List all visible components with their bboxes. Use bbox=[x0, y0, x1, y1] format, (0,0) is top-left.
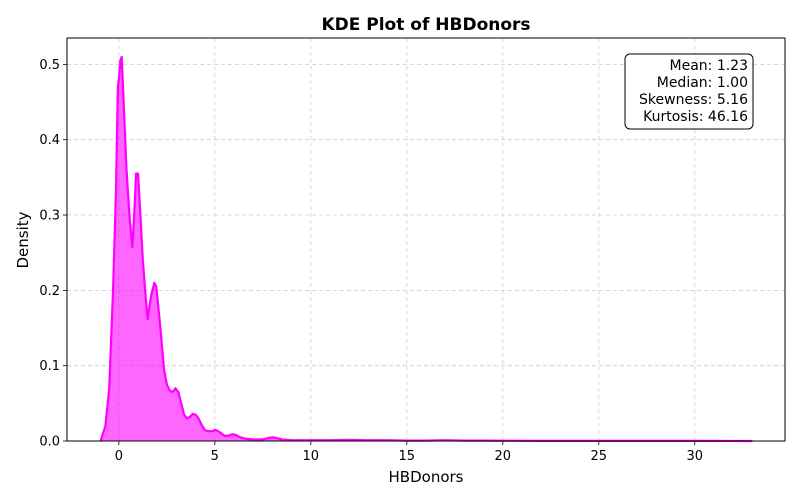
x-tick-label: 10 bbox=[303, 449, 320, 464]
y-axis-label: Density bbox=[14, 211, 32, 268]
density-line bbox=[99, 55, 753, 443]
y-tick-label: 0.4 bbox=[39, 133, 60, 148]
x-tick-label: 30 bbox=[686, 449, 703, 464]
stat-median: Median: 1.00 bbox=[657, 75, 748, 91]
x-tick-label: 20 bbox=[495, 449, 512, 464]
y-tick-label: 0.2 bbox=[39, 284, 60, 299]
plot-frame bbox=[66, 37, 786, 442]
x-tick-label: 25 bbox=[591, 449, 608, 464]
density-fill bbox=[100, 56, 753, 441]
axis-ticks: 0 5 10 15 20 25 30 0.0 0.1 0.2 0.3 0.4 0.5 bbox=[39, 58, 703, 464]
stat-kurtosis: Kurtosis: 46.16 bbox=[643, 109, 748, 125]
y-tick-label: 0.1 bbox=[39, 359, 60, 374]
stats-annotation: Mean: 1.23 Median: 1.00 Skewness: 5.16 K… bbox=[624, 53, 754, 130]
x-axis-label: HBDonors bbox=[389, 468, 464, 486]
x-tick-label: 0 bbox=[115, 449, 123, 464]
y-tick-label: 0.5 bbox=[39, 58, 60, 73]
density-area bbox=[99, 55, 753, 443]
y-tick-label: 0.0 bbox=[39, 435, 60, 450]
y-tick-label: 0.3 bbox=[39, 209, 60, 224]
stats-box bbox=[624, 53, 754, 130]
chart-title: KDE Plot of HBDonors bbox=[321, 15, 530, 35]
stat-mean: Mean: 1.23 bbox=[670, 58, 748, 74]
x-tick-label: 15 bbox=[399, 449, 416, 464]
x-tick-label: 5 bbox=[211, 449, 219, 464]
stat-skewness: Skewness: 5.16 bbox=[639, 92, 748, 108]
